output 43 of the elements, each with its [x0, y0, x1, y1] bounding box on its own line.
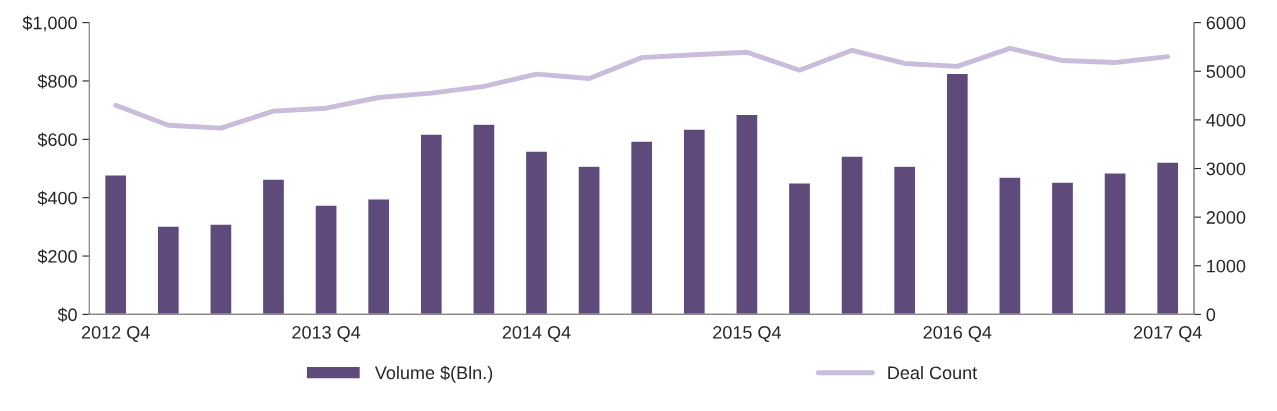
bar — [103, 174, 128, 315]
x-tick-label: 2016 Q4 — [923, 326, 992, 343]
line-series — [113, 45, 1171, 131]
bar — [261, 178, 286, 315]
y2-tick-label: 2000 — [1206, 211, 1246, 224]
bar — [524, 150, 549, 315]
bar — [787, 182, 812, 315]
y-tick-label: $800 — [37, 74, 77, 89]
y2-tick-label: 4000 — [1206, 113, 1246, 127]
bar — [1155, 161, 1180, 315]
bar — [840, 155, 864, 315]
x-tick-label: 2012 Q4 — [81, 326, 150, 343]
y2-tick-label: 0 — [1206, 308, 1216, 322]
y-tick-label: $1,000 — [22, 15, 77, 32]
y2-tick-label: 3000 — [1206, 162, 1246, 176]
bar — [209, 223, 233, 315]
legend-label: Deal Count — [888, 365, 978, 380]
y-tick-label: $0 — [57, 307, 77, 323]
y-tick-label: $200 — [37, 249, 77, 264]
bar — [366, 198, 391, 315]
y-tick-label: $400 — [37, 190, 77, 206]
bar — [682, 128, 707, 315]
x-tick-label: 2017 Q4 — [1133, 326, 1202, 343]
bar — [1050, 181, 1075, 315]
bar — [577, 165, 601, 315]
bar — [998, 176, 1022, 315]
bar — [314, 204, 338, 315]
y-tick-label: $600 — [37, 132, 77, 148]
bar — [1103, 172, 1127, 315]
x-tick-label: 2013 Q4 — [292, 326, 361, 343]
bar — [629, 140, 654, 315]
y2-tick-label: 6000 — [1206, 16, 1246, 30]
bar — [945, 72, 970, 315]
y2-tick-label: 5000 — [1206, 65, 1246, 78]
y2-tick-label: 1000 — [1207, 259, 1246, 273]
x-tick-label: 2014 Q4 — [502, 326, 571, 343]
legend-label: Volume $(Bln.) — [374, 365, 493, 383]
bar — [156, 225, 181, 315]
bar — [472, 123, 496, 315]
bar — [892, 165, 917, 315]
bar — [735, 113, 759, 315]
bar — [419, 133, 444, 315]
x-tick-label: 2015 Q4 — [713, 326, 781, 343]
